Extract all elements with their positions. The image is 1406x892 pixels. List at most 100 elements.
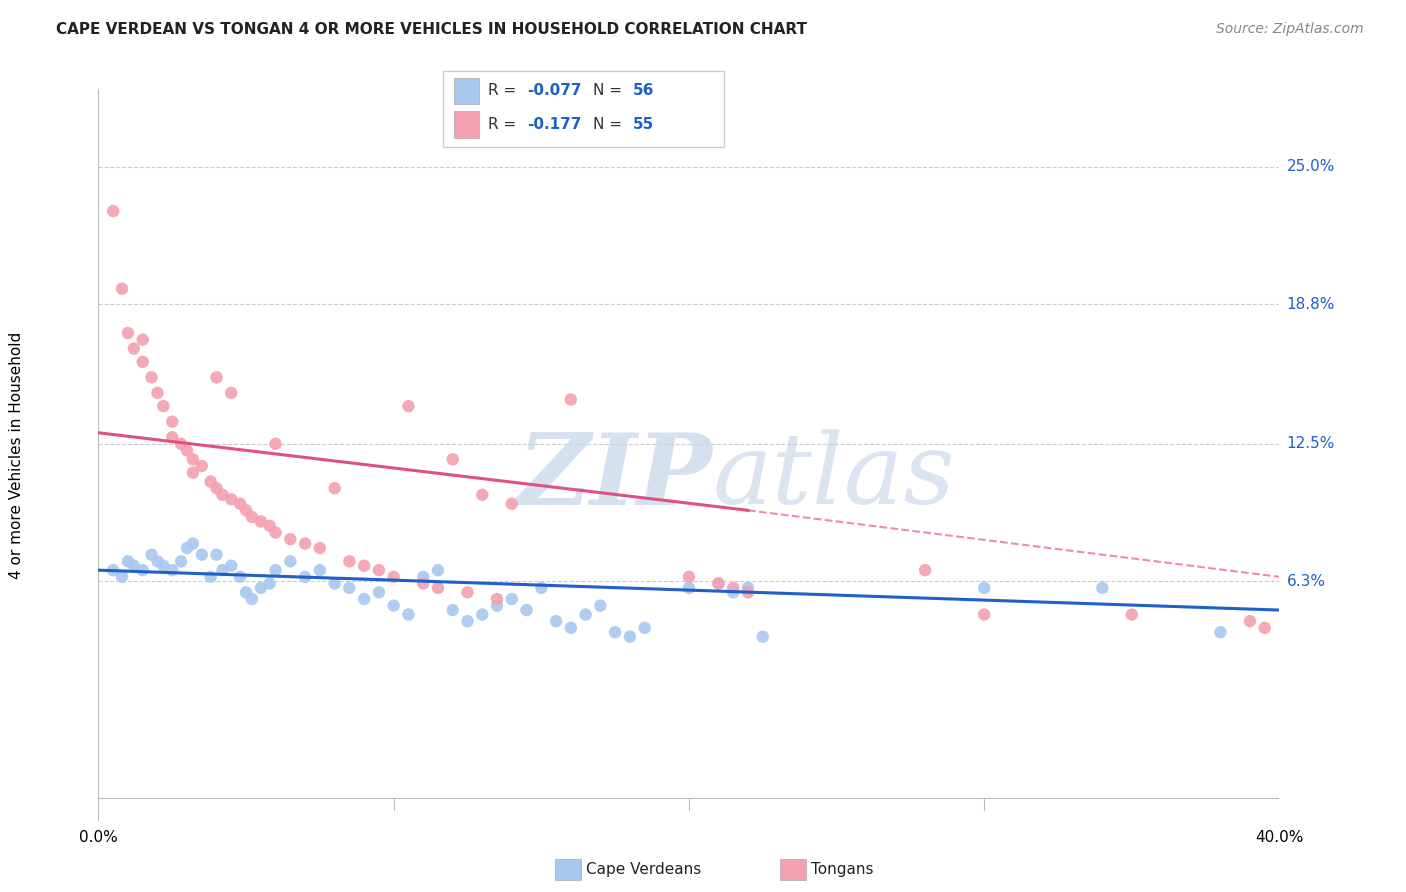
Point [205, 370, 228, 384]
Point [560, 621, 582, 635]
Point [382, 570, 405, 584]
Point [162, 430, 183, 444]
Point [501, 592, 523, 607]
Point [240, 510, 263, 524]
Point [111, 570, 134, 584]
Text: 6.3%: 6.3% [1286, 574, 1326, 589]
Point [117, 326, 139, 340]
Point [181, 466, 204, 480]
Point [229, 497, 252, 511]
Point [323, 576, 346, 591]
Point [737, 585, 759, 599]
Point [122, 342, 145, 356]
Point [132, 333, 155, 347]
Point [219, 492, 242, 507]
Point [471, 607, 494, 622]
Point [219, 385, 242, 400]
Point [337, 581, 360, 595]
Point [396, 607, 419, 622]
Point [141, 548, 163, 562]
Text: Cape Verdeans: Cape Verdeans [586, 863, 702, 877]
Point [176, 541, 198, 555]
Point [396, 399, 419, 413]
Point [707, 576, 730, 591]
Point [427, 563, 450, 577]
Point [471, 488, 494, 502]
Text: R =: R = [488, 84, 522, 98]
Text: ZIP: ZIP [517, 429, 713, 525]
Point [678, 581, 700, 595]
Point [368, 563, 391, 577]
Point [235, 503, 257, 517]
Point [914, 563, 936, 577]
Point [219, 558, 242, 573]
Point [382, 599, 405, 613]
Text: -0.177: -0.177 [527, 118, 582, 132]
Point [122, 558, 145, 573]
Point [200, 475, 222, 489]
Point [259, 576, 281, 591]
Point [264, 563, 287, 577]
Point [162, 415, 183, 429]
Point [412, 570, 434, 584]
Point [486, 592, 509, 607]
Text: 12.5%: 12.5% [1286, 436, 1334, 451]
Text: R =: R = [488, 118, 522, 132]
Point [1239, 614, 1261, 628]
Point [441, 452, 464, 467]
Point [191, 548, 214, 562]
Point [103, 563, 125, 577]
Point [1254, 621, 1277, 635]
Point [170, 554, 193, 568]
Point [368, 585, 391, 599]
Point [721, 581, 744, 595]
Point [250, 581, 273, 595]
Point [1209, 625, 1232, 640]
Point [205, 481, 228, 495]
Point [211, 488, 233, 502]
Point [117, 554, 139, 568]
Point [146, 385, 169, 400]
Point [181, 452, 204, 467]
Point [560, 392, 582, 407]
Point [191, 458, 214, 473]
Point [205, 548, 228, 562]
Point [501, 497, 523, 511]
Text: Tongans: Tongans [811, 863, 873, 877]
Text: 25.0%: 25.0% [1286, 160, 1334, 174]
Text: CAPE VERDEAN VS TONGAN 4 OR MORE VEHICLES IN HOUSEHOLD CORRELATION CHART: CAPE VERDEAN VS TONGAN 4 OR MORE VEHICLE… [56, 22, 807, 37]
Point [103, 204, 125, 219]
Point [678, 570, 700, 584]
Point [200, 570, 222, 584]
Point [162, 563, 183, 577]
Point [278, 532, 302, 546]
Point [176, 443, 198, 458]
Text: atlas: atlas [713, 429, 955, 524]
Text: 4 or more Vehicles in Household: 4 or more Vehicles in Household [10, 331, 24, 579]
Point [240, 592, 263, 607]
Text: 40.0%: 40.0% [1256, 830, 1303, 845]
Point [751, 630, 773, 644]
Point [181, 536, 204, 550]
Text: 55: 55 [633, 118, 654, 132]
Point [544, 614, 567, 628]
Point [264, 437, 287, 451]
Point [264, 525, 287, 540]
Point [170, 437, 193, 451]
Text: 0.0%: 0.0% [79, 830, 118, 845]
Point [132, 355, 155, 369]
Point [278, 554, 302, 568]
Point [427, 581, 450, 595]
Point [152, 399, 174, 413]
Point [486, 599, 509, 613]
Point [337, 554, 360, 568]
Point [441, 603, 464, 617]
Point [456, 585, 478, 599]
Point [152, 558, 174, 573]
Point [309, 541, 332, 555]
Point [146, 554, 169, 568]
Point [973, 607, 995, 622]
Point [353, 558, 375, 573]
Point [353, 592, 375, 607]
Point [1121, 607, 1143, 622]
